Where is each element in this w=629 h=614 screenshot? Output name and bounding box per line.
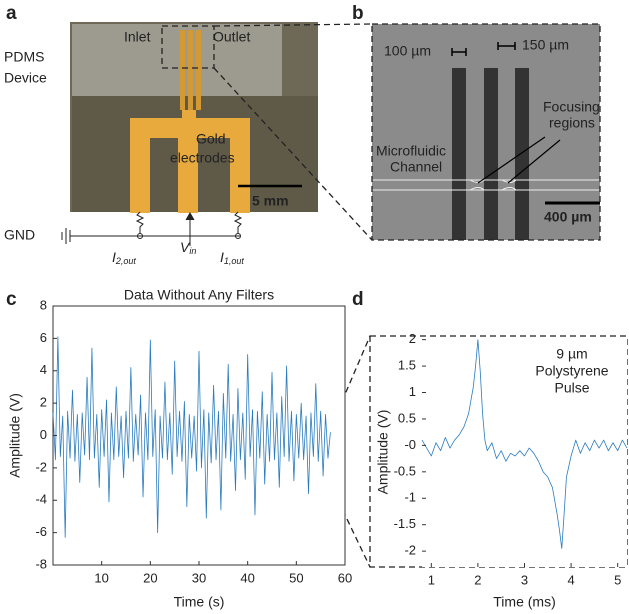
y-tick-label: -2 [35,459,47,474]
device-label: Device [4,70,47,86]
y-tick-label: 1.5 [398,358,416,373]
y-tick-label: -2 [404,543,416,558]
x-tick-label: 2 [474,572,481,587]
circuit [61,211,243,246]
y-axis-label: Amplitude (V) [7,393,23,478]
plot-area [52,305,346,566]
y-tick-label: -0 [404,437,416,452]
scale-label: 5 mm [252,193,289,209]
y-tick-label: -0.5 [394,463,416,478]
y-tick-label: -1.5 [394,516,416,531]
device-label: PDMS [4,49,44,65]
focusing-label: Focusing [543,99,600,115]
subscript: in [189,246,196,256]
data-line [421,339,628,549]
inlet-label: Inlet [124,29,151,45]
y-tick-label: 8 [40,297,47,312]
panel-label: c [6,289,17,310]
panel-label: d [352,289,364,310]
annotation: Pulse [554,380,589,396]
device-photo [70,22,318,213]
chart-title: Data Without Any Filters [124,287,274,303]
y-tick-label: 2 [40,395,47,410]
y-tick-label: 6 [40,330,47,345]
panel-label: b [352,3,364,24]
y-tick-label: -1 [404,490,416,505]
subscript: 2,out [115,256,137,266]
width-label: 150 µm [522,37,569,53]
outlet-label: Outlet [213,29,250,45]
micrograph [371,23,601,241]
y-tick-label: 2 [409,331,416,346]
y-tick-label: 4 [40,362,47,377]
channel-label: Microfluidic [376,143,446,159]
data-line [52,336,331,538]
y-tick-label: 0 [40,427,47,442]
annotation: Polystyrene [535,363,608,379]
gnd-label: GND [4,227,35,243]
x-tick-label: 30 [192,570,206,585]
y-axis-label: Amplitude (V) [375,410,391,495]
width-label: 100 µm [384,43,431,59]
electrode-label: Gold [196,131,226,147]
x-tick-label: 3 [521,572,528,587]
annotation: 9 µm [556,346,587,362]
y-tick-label: -6 [35,524,47,539]
x-axis-label: Time (ms) [493,594,555,610]
x-tick-label: 60 [338,570,352,585]
x-tick-label: 40 [240,570,254,585]
scale-label: 400 µm [544,209,592,225]
x-tick-label: 50 [289,570,303,585]
y-tick-label: 1 [409,384,416,399]
subscript: 1,out [224,256,245,266]
y-tick-label: -4 [35,492,47,507]
x-tick-label: 5 [614,572,621,587]
focusing-label: regions [549,115,595,131]
x-tick-label: 20 [143,570,157,585]
x-tick-label: 1 [428,572,435,587]
x-tick-label: 10 [94,570,108,585]
voltage-label: Vin [180,239,196,257]
y-tick-label: -8 [35,556,47,571]
symbol: I [112,249,116,265]
panel-label: a [6,3,17,24]
x-tick-label: 4 [567,572,574,587]
zoom-line [213,67,373,241]
zoom-line [213,23,373,27]
y-tick-label: 0.5 [398,410,416,425]
current-label: I1,out [220,249,244,267]
current-label: I2,out [112,249,136,267]
channel-label: Channel [390,159,442,175]
electrode-label: electrodes [170,150,235,166]
symbol: I [220,249,224,265]
plot-area [422,337,627,567]
x-axis-label: Time (s) [174,594,225,610]
symbol: V [180,239,191,255]
